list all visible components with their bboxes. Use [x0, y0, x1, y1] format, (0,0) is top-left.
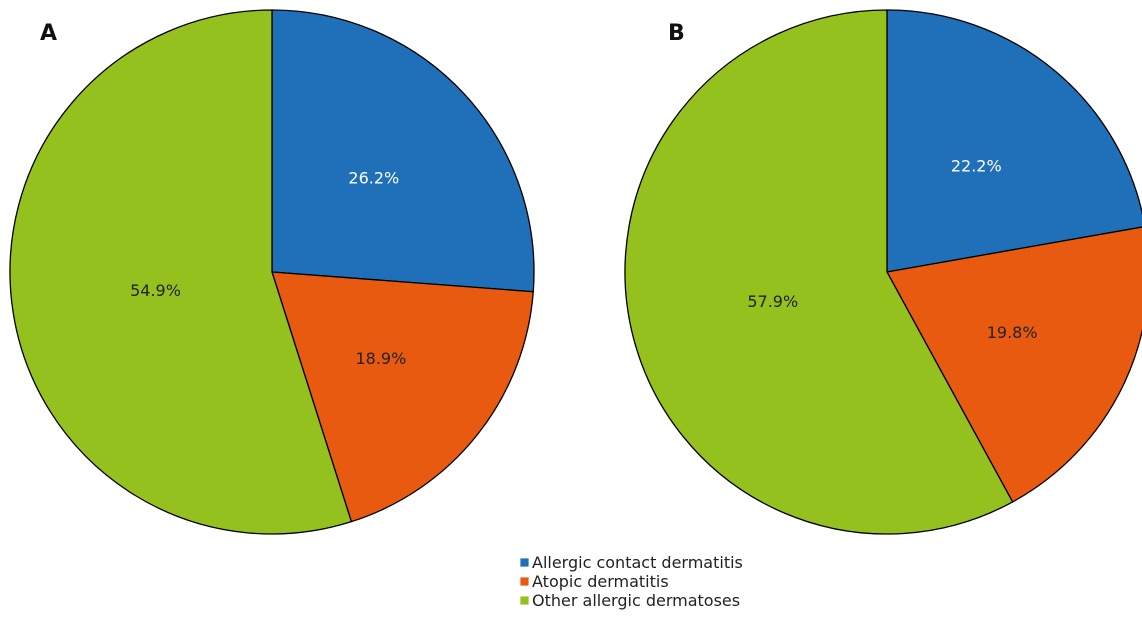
- legend-swatch-blue: [519, 557, 530, 568]
- pie-b-slice-1-label: 22.2%: [951, 157, 1002, 176]
- pie-b-slice-3: [624, 9, 1014, 535]
- pie-b-slice-1: [886, 9, 1142, 273]
- legend-label: Other allergic dermatoses: [532, 591, 740, 610]
- legend-label: Allergic contact dermatitis: [532, 553, 743, 572]
- pie-a-slice-1: [271, 9, 535, 293]
- pie-a-slice-2: [271, 271, 534, 523]
- legend-swatch-green: [519, 595, 530, 606]
- pie-b-slice-2: [886, 226, 1142, 503]
- legend-item-atopic: Atopic dermatitis: [519, 572, 669, 591]
- legend-item-other: Other allergic dermatoses: [519, 591, 740, 610]
- pie-a-slice-3-label: 54.9%: [130, 281, 181, 300]
- legend-swatch-orange: [519, 576, 530, 587]
- panel-label-a: A: [40, 21, 57, 46]
- pie-chart-b: 22.2% 19.8% 57.9%: [624, 9, 1142, 535]
- legend: Allergic contact dermatitis Atopic derma…: [519, 553, 743, 610]
- pie-a-slice-2-label: 18.9%: [355, 349, 406, 368]
- pie-a-slice-1-label: 26.2%: [348, 169, 399, 188]
- panel-label-b: B: [668, 21, 685, 46]
- pie-a-slice-3: [9, 9, 353, 535]
- pie-chart-a: 26.2% 18.9% 54.9%: [9, 9, 535, 535]
- legend-label: Atopic dermatitis: [532, 572, 669, 591]
- pie-b-slice-3-label: 57.9%: [747, 292, 798, 311]
- pie-b-slice-2-label: 19.8%: [987, 323, 1038, 342]
- legend-item-allergic-contact: Allergic contact dermatitis: [519, 553, 743, 572]
